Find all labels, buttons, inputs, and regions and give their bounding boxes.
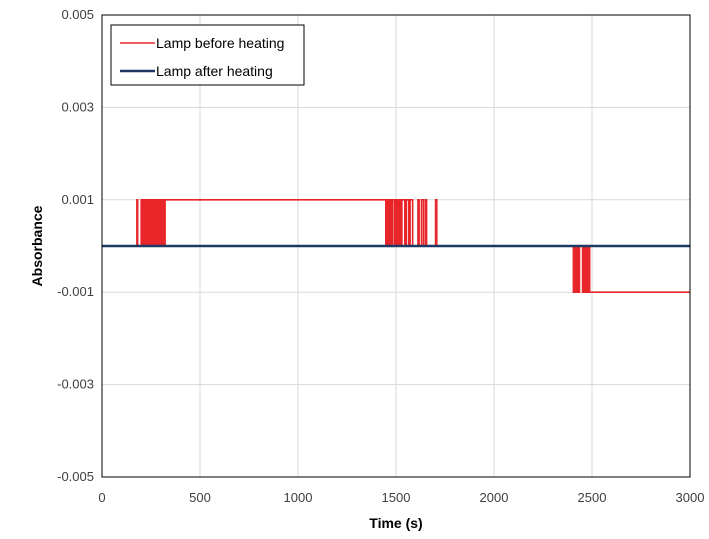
legend: Lamp before heating Lamp after heating [110,24,305,86]
y-tick-labels: -0.005 -0.003 -0.001 0.001 0.003 0.005 [57,7,94,484]
y-tick-label: 0.003 [61,99,94,114]
series-line-before-heating [102,199,690,294]
legend-box [110,24,305,86]
x-tick-label: 500 [189,490,211,505]
x-tick-label: 1000 [284,490,313,505]
series-lines [102,199,690,294]
x-axis-title: Time (s) [369,515,422,531]
y-tick-label: 0.001 [61,192,94,207]
x-tick-label: 1500 [382,490,411,505]
y-tick-label: -0.003 [57,377,94,392]
y-tick-label: 0.005 [61,7,94,22]
x-tick-label: 2500 [578,490,607,505]
y-tick-label: -0.005 [57,469,94,484]
plot-area-border [101,14,691,478]
legend-label-after-heating: Lamp after heating [156,63,273,79]
legend-label-before-heating: Lamp before heating [156,35,284,51]
x-tick-labels: 0 500 1000 1500 2000 2500 3000 [98,490,704,505]
x-tick-label: 0 [98,490,105,505]
y-tick-label: -0.001 [57,284,94,299]
x-tick-label: 2000 [480,490,509,505]
x-tick-label: 3000 [676,490,705,505]
y-axis-title: Absorbance [29,205,45,286]
